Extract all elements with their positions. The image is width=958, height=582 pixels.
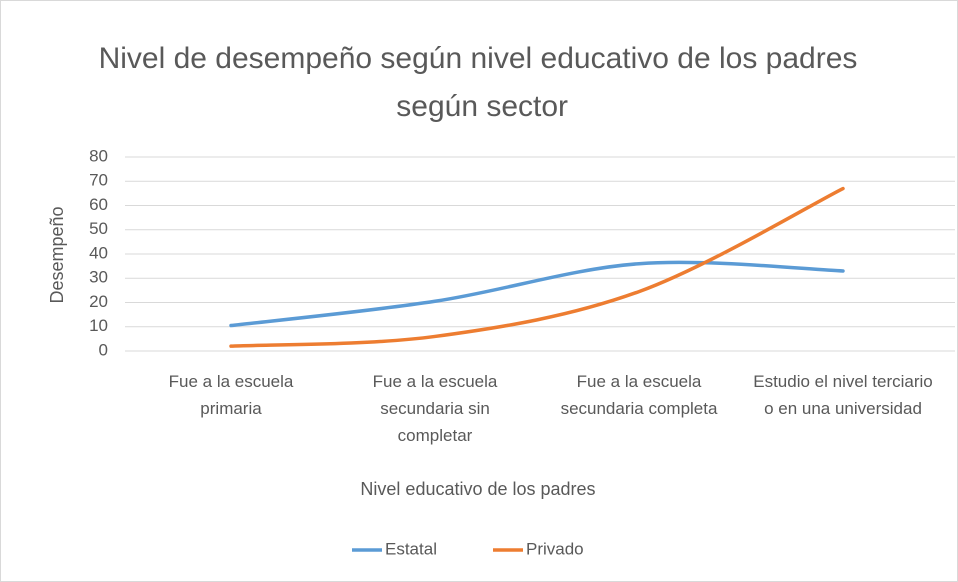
series-line (229, 260, 845, 328)
y-tick-label: 40 (89, 243, 108, 262)
y-tick-label: 30 (89, 268, 108, 287)
y-tick-label: 80 (89, 146, 108, 165)
y-tick-label: 60 (89, 195, 108, 214)
title-line: según sector (388, 90, 568, 123)
x-tick-label-box: Fue a la escuela primaria (168, 372, 294, 418)
title-line: Nivel de desempeño según nivel educativo… (99, 42, 858, 75)
legend-label: Privado (526, 539, 584, 558)
x-tick-label: Estudio el nivel terciario o en una univ… (753, 372, 933, 418)
x-tick-label: Fue a la escuela primaria (168, 372, 294, 418)
x-tick-label-box: Fue a la escuela secundaria sin completa… (372, 372, 498, 445)
y-tick-label: 20 (89, 292, 108, 311)
chart-title: Nivel de desempeño según nivel educativo… (99, 42, 858, 123)
y-axis-title: Desempeño (47, 206, 67, 303)
y-tick-label: 70 (89, 171, 108, 190)
y-tick-label: 50 (89, 219, 108, 238)
x-tick-label-box: Estudio el nivel terciario o en una univ… (753, 372, 933, 418)
series-line (229, 186, 845, 348)
legend-label: Estatal (385, 539, 437, 558)
x-tick-label: Fue a la escuela secundaria sin completa… (372, 372, 498, 445)
x-axis-title: Nivel educativo de los padres (360, 479, 595, 499)
x-tick-label: Fue a la escuela secundaria completa (560, 372, 718, 418)
y-tick-label: 10 (89, 316, 108, 335)
x-tick-label-box: Fue a la escuela secundaria completa (560, 372, 718, 418)
y-tick-label: 0 (99, 340, 108, 359)
